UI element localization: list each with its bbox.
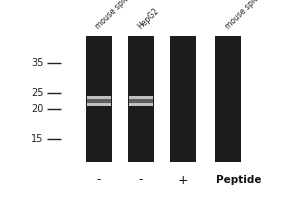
Bar xyxy=(87,96,111,106)
Bar xyxy=(87,96,111,106)
Bar xyxy=(129,99,153,103)
Text: 35: 35 xyxy=(31,58,44,68)
Bar xyxy=(129,96,153,106)
Text: 20: 20 xyxy=(31,104,44,114)
Text: HepG2: HepG2 xyxy=(136,6,161,31)
Text: -: - xyxy=(139,173,143,186)
Text: mouse spleen: mouse spleen xyxy=(94,0,138,31)
Bar xyxy=(86,36,112,162)
Bar xyxy=(63,36,291,162)
Bar xyxy=(215,36,241,162)
Text: 25: 25 xyxy=(31,88,44,98)
Text: Peptide: Peptide xyxy=(216,175,262,185)
Text: mouse spleen: mouse spleen xyxy=(223,0,267,31)
Text: +: + xyxy=(178,173,188,186)
Bar xyxy=(170,36,196,162)
Bar xyxy=(87,99,111,103)
Bar xyxy=(128,36,154,162)
Text: 15: 15 xyxy=(31,134,44,144)
Text: -: - xyxy=(97,173,101,186)
Bar xyxy=(129,96,153,106)
